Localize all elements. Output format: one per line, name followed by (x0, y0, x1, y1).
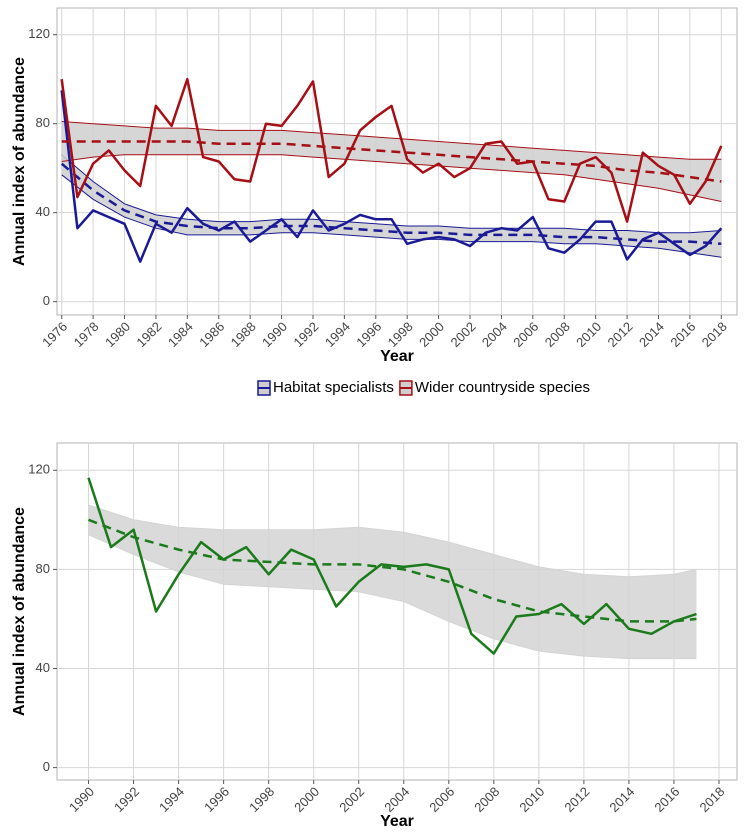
y-tick-label: 120 (28, 26, 50, 41)
x-tick-label: 1998 (385, 319, 416, 350)
y-tick-label: 0 (43, 759, 50, 774)
x-tick-label: 2010 (573, 319, 604, 350)
x-tick-label: 2014 (636, 319, 667, 350)
x-tick-label: 2000 (416, 319, 447, 350)
x-tick-label: 1986 (196, 319, 227, 350)
ci-upper (61, 121, 722, 160)
x-tick-label: 2012 (561, 784, 592, 815)
x-tick-label: 2018 (696, 784, 727, 815)
y-tick-label: 40 (36, 204, 50, 219)
x-axis-title: Year (380, 348, 414, 365)
x-tick-label: 1984 (165, 319, 196, 350)
x-tick-label: 1996 (353, 319, 384, 350)
ci-band (61, 154, 722, 258)
ci-upper (61, 154, 722, 234)
x-tick-label: 2004 (381, 784, 412, 815)
x-tick-label: 1988 (228, 319, 259, 350)
y-tick-label: 80 (36, 115, 50, 130)
y-axis-title: Annual index of abundance (11, 507, 28, 716)
data-line (87, 477, 697, 655)
x-tick-label: 1982 (133, 319, 164, 350)
trend-line (60, 162, 722, 246)
x-tick-label: 2014 (606, 784, 637, 815)
data-line (60, 77, 723, 223)
x-tick-label: 2002 (336, 784, 367, 815)
x-tick-label: 2012 (605, 319, 636, 350)
x-tick-label: 2016 (651, 784, 682, 815)
x-tick-label: 1978 (71, 319, 102, 350)
ci-lower (61, 154, 722, 202)
x-tick-label: 2008 (542, 319, 573, 350)
x-tick-label: 2010 (516, 784, 547, 815)
x-tick-label: 1998 (246, 784, 277, 815)
x-tick-label: 2000 (291, 784, 322, 815)
y-tick-label: 120 (28, 462, 50, 477)
x-tick-label: 2006 (510, 319, 541, 350)
trend-line (61, 140, 722, 183)
x-tick-label: 2004 (479, 319, 510, 350)
ci-lower (88, 534, 697, 660)
x-tick-label: 1994 (322, 319, 353, 350)
legend-label: Habitat specialists (273, 379, 394, 396)
legend: Habitat specialists Wider countryside spe… (257, 379, 590, 396)
x-tick-label: 1996 (201, 784, 232, 815)
legend-label: Wider countryside species (415, 379, 590, 396)
ci-band (88, 504, 697, 659)
x-tick-label: 1976 (39, 319, 70, 350)
y-tick-label: 80 (36, 561, 50, 576)
x-tick-label: 2002 (448, 319, 479, 350)
data-line (60, 90, 723, 263)
ci-band (61, 121, 722, 202)
x-tick-label: 1980 (102, 319, 133, 350)
x-tick-label: 2018 (699, 319, 730, 350)
x-tick-label: 2008 (471, 784, 502, 815)
y-axis-title: Annual index of abundance (11, 57, 28, 266)
ci-upper (88, 504, 697, 578)
y-tick-label: 0 (43, 293, 50, 308)
x-tick-label: 1990 (259, 319, 290, 350)
x-tick-label: 1992 (290, 319, 321, 350)
x-axis-title: Year (380, 813, 414, 830)
x-tick-label: 1994 (156, 784, 187, 815)
x-tick-label: 1990 (66, 784, 97, 815)
x-tick-label: 2016 (667, 319, 698, 350)
x-tick-label: 2006 (426, 784, 457, 815)
x-tick-label: 1992 (111, 784, 142, 815)
y-tick-label: 40 (36, 660, 50, 675)
